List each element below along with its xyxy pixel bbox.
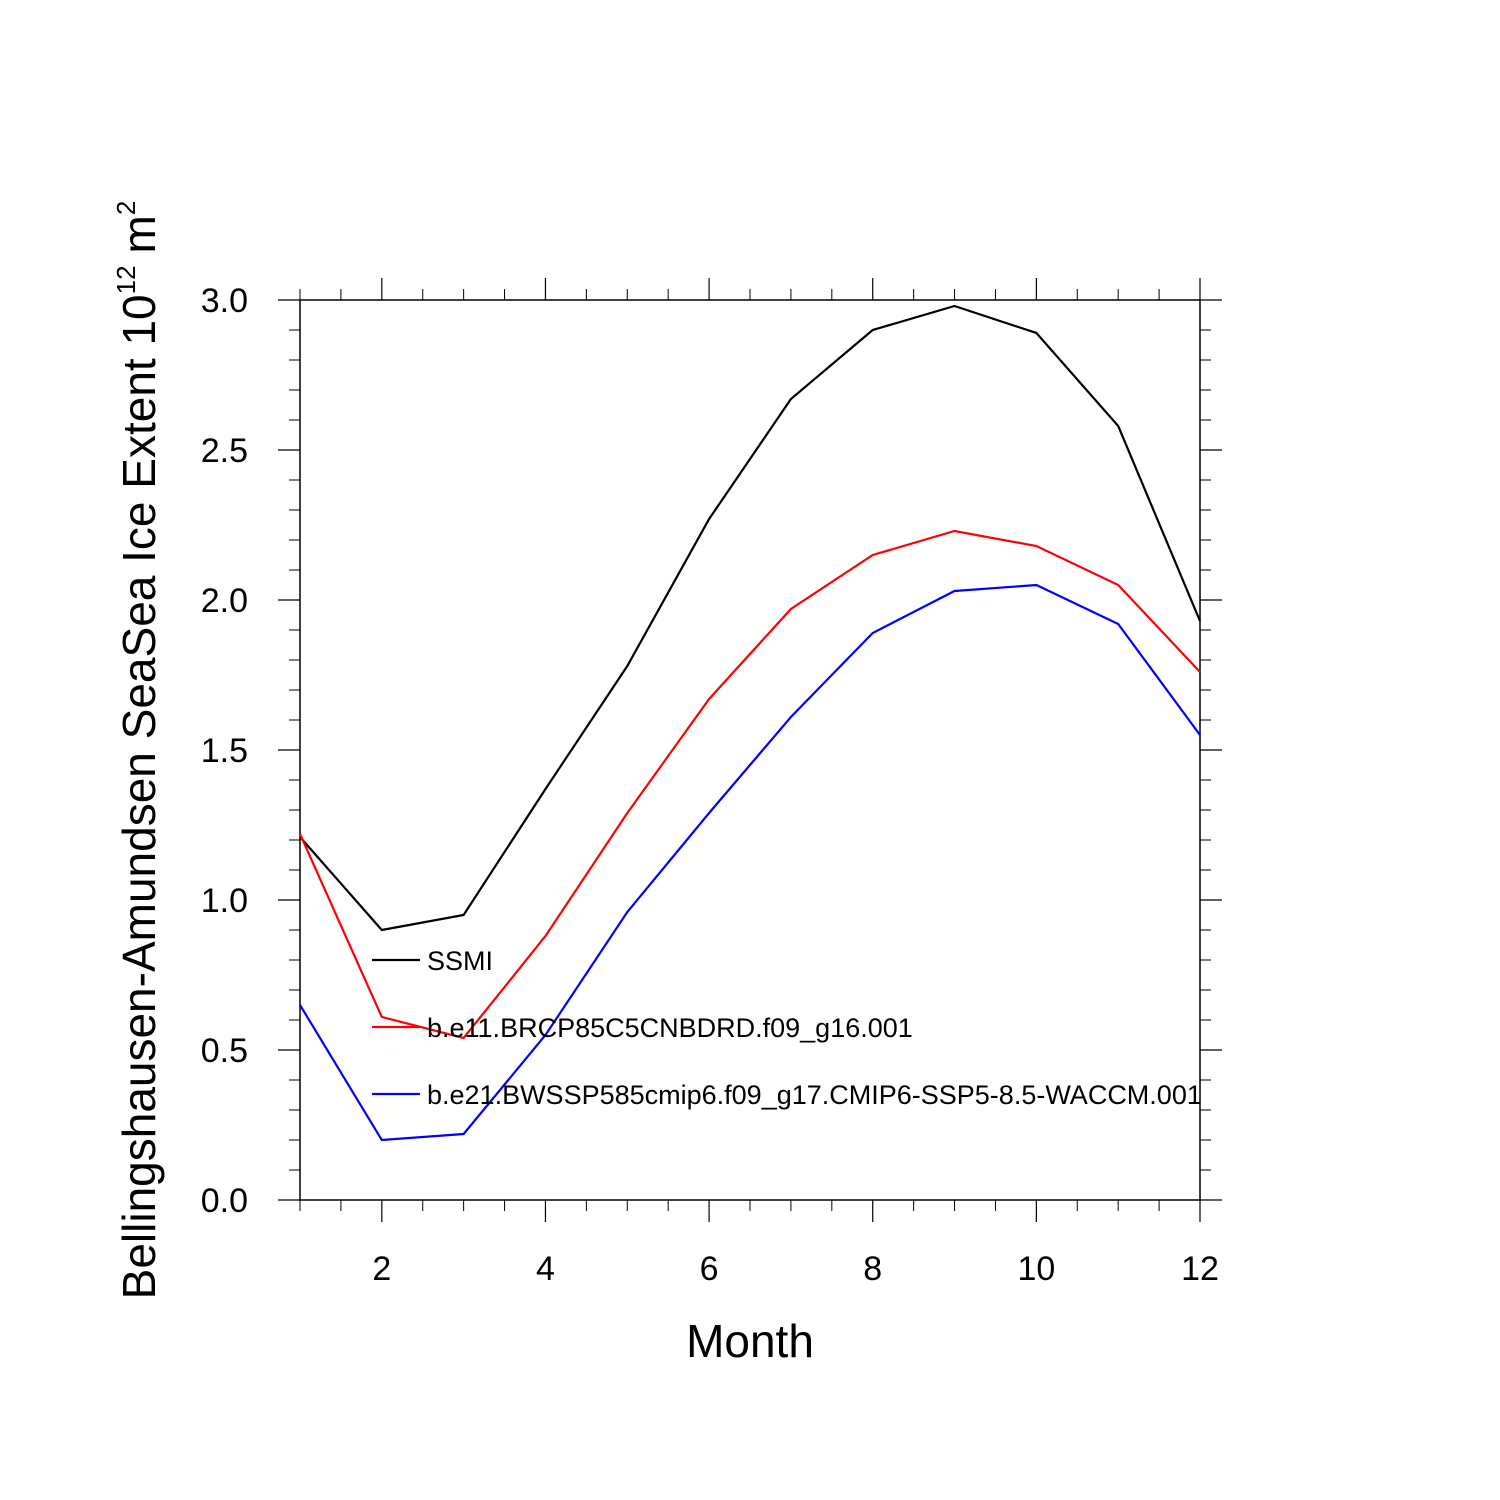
legend-label-1: SSMI bbox=[427, 946, 493, 976]
x-tick-label: 4 bbox=[536, 1250, 555, 1288]
legend: SSMI b.e11.BRCP85C5CNBDRD.f09_g16.001 b.e2… bbox=[372, 946, 1202, 1110]
y-axis-title-main: Bellingshausen-Amundsen SeaSea Ice Exten… bbox=[113, 294, 165, 1299]
y-axis-title-unit-exponent: 2 bbox=[111, 201, 141, 215]
y-tick-label: 0.5 bbox=[201, 1032, 248, 1070]
tick-labels: 2 4 6 8 10 12 0.0 0.5 1.0 1.5 2.0 2.5 3.0 bbox=[201, 282, 1219, 1288]
plot-frame bbox=[299, 299, 1201, 1201]
x-tick-label: 2 bbox=[372, 1250, 391, 1288]
y-tick-label: 3.0 bbox=[201, 282, 248, 320]
y-tick-label: 1.5 bbox=[201, 732, 248, 770]
x-axis-title: Month bbox=[686, 1315, 814, 1367]
x-tick-label: 10 bbox=[1017, 1250, 1055, 1288]
series-line-2 bbox=[298, 529, 1201, 1040]
x-tick-label: 12 bbox=[1181, 1250, 1219, 1288]
x-tick-label: 6 bbox=[700, 1250, 719, 1288]
y-axis-title: Bellingshausen-Amundsen SeaSea Ice Exten… bbox=[111, 201, 165, 1300]
series-lines bbox=[298, 304, 1202, 1142]
axis-ticks bbox=[278, 278, 1222, 1222]
y-tick-label: 0.0 bbox=[201, 1182, 248, 1220]
y-tick-label: 2.5 bbox=[201, 432, 248, 470]
legend-label-2: b.e11.BRCP85C5CNBDRD.f09_g16.001 bbox=[427, 1013, 913, 1043]
y-tick-label: 1.0 bbox=[201, 882, 248, 920]
series-line-3 bbox=[299, 583, 1201, 1142]
legend-label-3: b.e21.BWSSP585cmip6.f09_g17.CMIP6-SSP5-8… bbox=[427, 1080, 1202, 1110]
y-axis-title-exponent: 12 bbox=[111, 265, 141, 294]
x-tick-label: 8 bbox=[863, 1250, 882, 1288]
y-axis-title-unit: m bbox=[113, 215, 165, 253]
y-tick-label: 2.0 bbox=[201, 582, 248, 620]
series-line-1 bbox=[299, 304, 1202, 932]
